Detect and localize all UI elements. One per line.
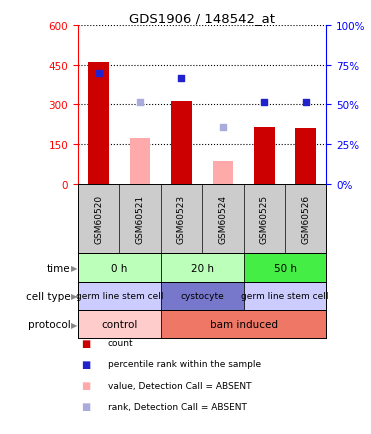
Text: 20 h: 20 h — [191, 263, 214, 273]
Bar — [161, 282, 244, 310]
Bar — [254, 128, 275, 184]
Text: 50 h: 50 h — [273, 263, 296, 273]
Point — [96, 70, 102, 77]
Text: rank, Detection Call = ABSENT: rank, Detection Call = ABSENT — [108, 402, 246, 411]
Text: ▶: ▶ — [71, 263, 78, 273]
Point — [261, 99, 267, 106]
Text: GSM60521: GSM60521 — [135, 195, 145, 243]
Text: GSM60524: GSM60524 — [219, 195, 227, 243]
Text: GSM60520: GSM60520 — [94, 195, 103, 243]
Point — [220, 124, 226, 131]
Bar — [244, 282, 326, 310]
Point — [178, 76, 184, 82]
Bar — [244, 254, 326, 282]
Bar — [78, 254, 161, 282]
Text: count: count — [108, 339, 133, 347]
Text: time: time — [47, 263, 70, 273]
Text: ■: ■ — [82, 359, 91, 369]
Bar — [161, 310, 326, 339]
Text: GSM60526: GSM60526 — [301, 195, 310, 243]
Text: germ line stem cell: germ line stem cell — [241, 292, 329, 301]
Bar — [161, 254, 244, 282]
Point — [303, 99, 309, 106]
Text: percentile rank within the sample: percentile rank within the sample — [108, 360, 261, 368]
Text: ■: ■ — [82, 380, 91, 390]
Title: GDS1906 / 148542_at: GDS1906 / 148542_at — [129, 12, 275, 25]
Text: GSM60523: GSM60523 — [177, 195, 186, 243]
Point — [137, 99, 143, 106]
Text: ■: ■ — [82, 338, 91, 348]
Text: ▶: ▶ — [71, 292, 78, 301]
Text: protocol: protocol — [28, 319, 70, 329]
Text: ▶: ▶ — [71, 320, 78, 329]
Bar — [78, 310, 161, 339]
Text: bam induced: bam induced — [210, 319, 278, 329]
Text: control: control — [101, 319, 138, 329]
Text: value, Detection Call = ABSENT: value, Detection Call = ABSENT — [108, 381, 251, 390]
Text: cell type: cell type — [26, 291, 70, 301]
Bar — [130, 138, 150, 184]
Bar — [78, 282, 161, 310]
Bar — [213, 162, 233, 184]
Text: GSM60525: GSM60525 — [260, 195, 269, 243]
Text: ■: ■ — [82, 401, 91, 411]
Text: cystocyte: cystocyte — [180, 292, 224, 301]
Text: germ line stem cell: germ line stem cell — [76, 292, 163, 301]
Bar — [295, 129, 316, 184]
Text: 0 h: 0 h — [111, 263, 128, 273]
Bar — [171, 101, 192, 184]
Bar — [88, 63, 109, 184]
